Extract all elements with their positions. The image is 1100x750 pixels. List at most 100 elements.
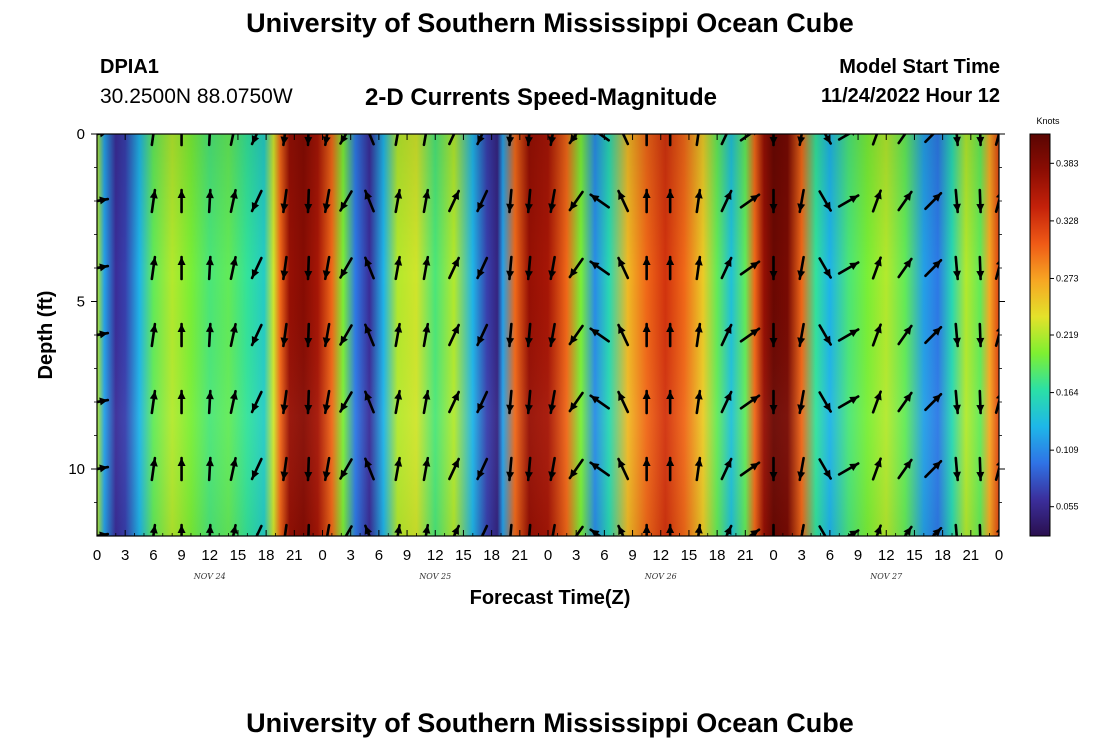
- vector-head: [365, 124, 372, 133]
- model-start-label: Model Start Time: [839, 56, 1000, 78]
- vector-head: [849, 396, 859, 404]
- current-vector: [524, 389, 533, 415]
- vector-head: [229, 257, 238, 266]
- vector-shaft: [924, 134, 936, 144]
- vector-head: [477, 537, 484, 546]
- vector-head: [452, 124, 459, 133]
- vector-shaft: [574, 525, 584, 536]
- current-vector: [994, 461, 999, 481]
- vector-head: [874, 458, 882, 468]
- vector-head: [769, 204, 778, 212]
- current-vector: [422, 322, 431, 348]
- current-vector: [548, 456, 557, 482]
- vector-shaft: [422, 134, 428, 147]
- vector-head: [769, 271, 778, 279]
- vector-head: [849, 329, 859, 337]
- vector-head: [364, 190, 373, 200]
- vector-head: [874, 391, 882, 401]
- vector-head: [642, 190, 651, 198]
- x-tick-label: 9: [854, 547, 862, 564]
- current-vector: [797, 389, 806, 415]
- vector-head: [995, 394, 999, 399]
- current-vector: [149, 456, 158, 482]
- vector-head: [177, 391, 186, 399]
- current-vector: [229, 255, 238, 281]
- vector-head: [149, 324, 158, 333]
- current-vector: [322, 188, 331, 214]
- current-vector: [642, 456, 651, 482]
- vector-head: [750, 462, 760, 471]
- vector-head: [281, 538, 289, 546]
- current-vector: [476, 189, 489, 213]
- current-vector: [739, 394, 761, 410]
- vector-head: [849, 530, 859, 536]
- current-vector: [837, 462, 860, 476]
- current-vector: [720, 323, 733, 347]
- vector-head: [903, 392, 912, 402]
- current-vector: [666, 456, 675, 482]
- vector-shaft: [480, 524, 489, 536]
- main-title: University of Southern Mississippi Ocean…: [246, 8, 854, 38]
- current-vector: [589, 327, 610, 343]
- vector-head: [569, 335, 578, 345]
- x-tick-label: 12: [427, 547, 444, 564]
- vector-head: [618, 124, 625, 133]
- vector-head: [797, 136, 806, 145]
- current-vector: [422, 523, 431, 536]
- current-vector: [307, 523, 311, 536]
- current-vector: [589, 528, 602, 536]
- current-vector: [720, 457, 733, 481]
- vector-head: [451, 459, 459, 468]
- vector-head: [849, 463, 859, 471]
- vector-head: [995, 461, 999, 466]
- vector-head: [177, 257, 186, 265]
- current-vector: [976, 322, 985, 348]
- current-vector: [394, 523, 403, 536]
- vector-head: [952, 337, 961, 346]
- current-vector: [229, 456, 238, 482]
- current-vector: [797, 188, 806, 214]
- vector-head: [149, 190, 158, 199]
- vector-head: [340, 335, 348, 345]
- vector-head: [506, 337, 515, 346]
- current-vector: [506, 255, 515, 281]
- vector-head: [642, 458, 651, 466]
- station-coordinates: 30.2500N 88.0750W: [100, 85, 293, 108]
- x-tick-label: 12: [878, 547, 895, 564]
- vector-head: [548, 136, 557, 145]
- vector-head: [694, 391, 703, 400]
- vector-head: [618, 191, 626, 200]
- current-vector: [97, 330, 110, 339]
- x-tick-label: 3: [121, 547, 129, 564]
- x-tick-label: 3: [798, 547, 806, 564]
- current-vector: [177, 523, 186, 536]
- current-vector: [568, 458, 584, 480]
- current-vector: [394, 255, 403, 281]
- vector-head: [874, 124, 882, 133]
- current-vector: [97, 531, 110, 536]
- vector-head: [849, 262, 859, 270]
- vector-head: [823, 469, 831, 479]
- x-tick-label: 15: [455, 547, 472, 564]
- vector-head: [769, 137, 778, 145]
- vector-head: [99, 263, 108, 272]
- current-vector: [797, 322, 806, 348]
- vector-head: [422, 324, 431, 333]
- x-tick-label: 12: [652, 547, 669, 564]
- current-vector: [924, 258, 943, 278]
- vector-head: [952, 270, 961, 279]
- vector-head: [724, 392, 732, 401]
- footer-title: University of Southern Mississippi Ocean…: [246, 708, 854, 738]
- current-vector: [924, 191, 943, 211]
- vector-head: [99, 464, 108, 473]
- current-vector: [97, 263, 110, 272]
- vector-head: [666, 525, 675, 533]
- vector-head: [590, 328, 600, 337]
- current-vector: [994, 134, 999, 146]
- colorbar-tick-label: 0.109: [1056, 445, 1079, 455]
- vector-head: [340, 402, 348, 412]
- vector-head: [903, 459, 912, 469]
- current-vector: [477, 524, 489, 546]
- vector-head: [666, 324, 675, 332]
- vector-shaft: [978, 523, 982, 536]
